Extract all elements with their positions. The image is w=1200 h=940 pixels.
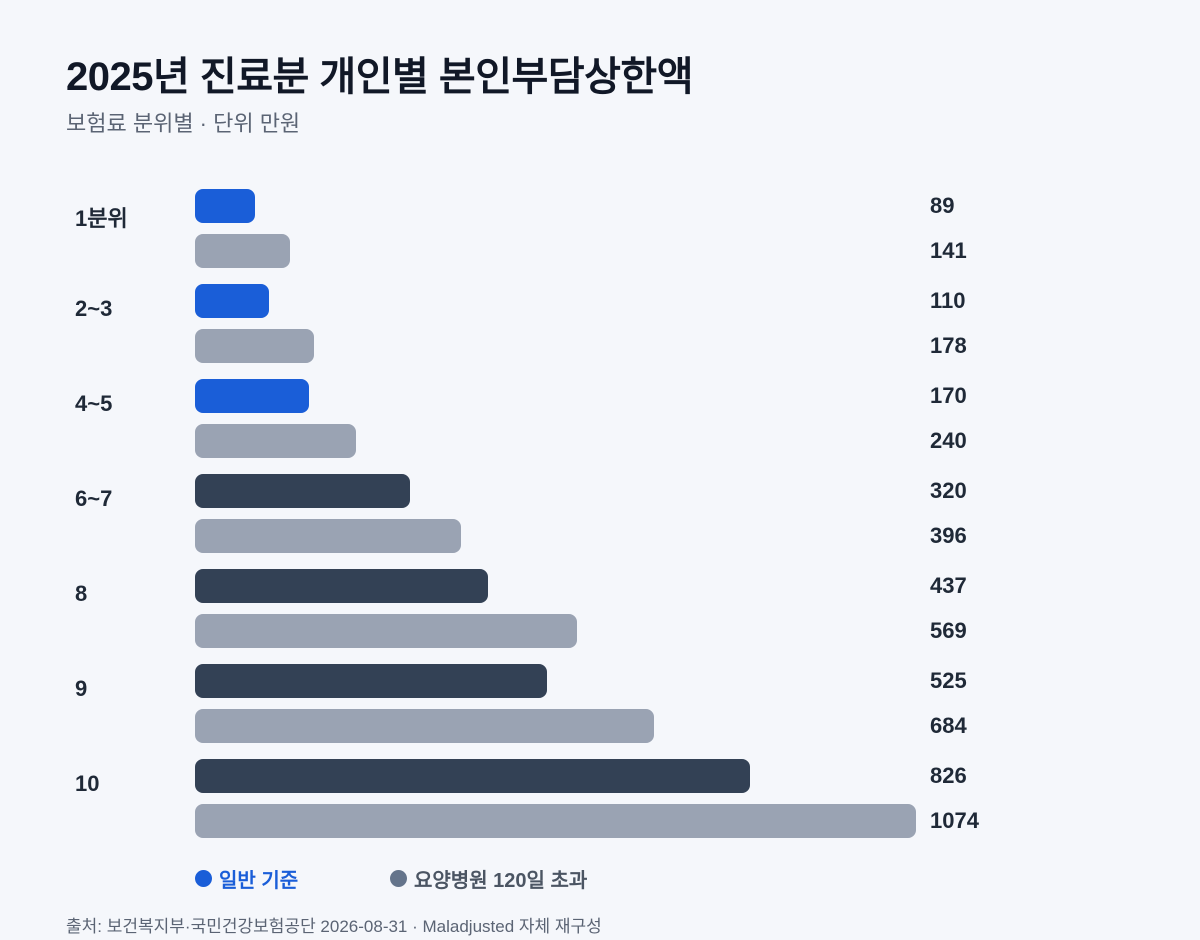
legend-dot-nursing bbox=[390, 869, 407, 887]
category-label: 10 bbox=[75, 771, 100, 796]
value-label: 1074 bbox=[930, 808, 979, 833]
legend-dot-general bbox=[195, 869, 212, 887]
bar-general bbox=[195, 284, 269, 318]
category-label: 9 bbox=[75, 676, 88, 701]
value-label: 396 bbox=[930, 523, 967, 548]
value-label: 684 bbox=[930, 713, 967, 738]
category-label: 1분위 bbox=[75, 206, 128, 231]
bar-nursing bbox=[195, 709, 655, 743]
value-label: 525 bbox=[930, 668, 967, 693]
value-label: 141 bbox=[930, 238, 967, 263]
category-label: 2~3 bbox=[75, 296, 113, 321]
value-label: 569 bbox=[930, 618, 967, 643]
bar-general bbox=[195, 379, 310, 413]
chart-title: 2025년 진료분 개인별 본인부담상한액 bbox=[66, 55, 694, 99]
bar-nursing bbox=[195, 234, 290, 268]
value-label: 240 bbox=[930, 428, 967, 453]
bar-nursing bbox=[195, 329, 315, 363]
bar-general bbox=[195, 189, 255, 223]
category-label: 4~5 bbox=[75, 391, 113, 416]
bar-nursing bbox=[195, 424, 357, 458]
value-label: 826 bbox=[930, 763, 967, 788]
chart-subtitle: 보험료 분위별 · 단위 만원 bbox=[66, 111, 301, 136]
category-label: 6~7 bbox=[75, 486, 113, 511]
bar-nursing bbox=[195, 804, 916, 838]
bar-general bbox=[195, 759, 750, 793]
value-label: 320 bbox=[930, 478, 967, 503]
source-note: 출처: 보건복지부·국민건강보험공단 2026-08-31 · Maladjus… bbox=[66, 917, 602, 936]
legend-label-general: 일반 기준 bbox=[219, 869, 299, 892]
value-label: 89 bbox=[930, 193, 955, 218]
bar-nursing bbox=[195, 519, 461, 553]
category-label: 8 bbox=[75, 581, 88, 606]
bar-nursing bbox=[195, 614, 577, 648]
bar-general bbox=[195, 664, 548, 698]
value-label: 110 bbox=[930, 288, 966, 313]
legend-item-nursing: 요양병원 120일 초과 bbox=[390, 865, 588, 892]
value-label: 170 bbox=[930, 383, 967, 408]
legend-item-general: 일반 기준 bbox=[195, 865, 299, 892]
bar-general bbox=[195, 474, 410, 508]
bar-general bbox=[195, 569, 489, 603]
value-label: 437 bbox=[930, 573, 967, 598]
value-label: 178 bbox=[930, 333, 967, 358]
legend-label-nursing: 요양병원 120일 초과 bbox=[414, 869, 588, 892]
